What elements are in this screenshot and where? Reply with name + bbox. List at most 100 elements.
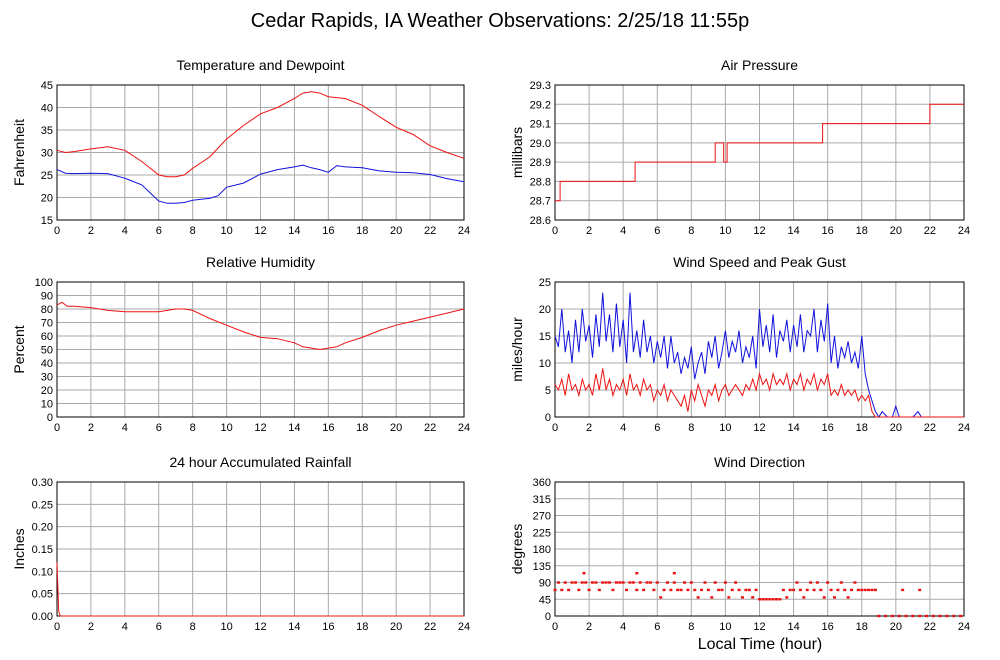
plot-border bbox=[56, 84, 465, 221]
x-tick-label: 6 bbox=[654, 422, 660, 434]
y-tick-label: 20 bbox=[41, 193, 53, 205]
x-tick-label: 18 bbox=[356, 225, 368, 237]
x-tick-label: 0 bbox=[552, 621, 558, 633]
x-tick-label: 12 bbox=[254, 225, 266, 237]
direction-point bbox=[778, 598, 782, 601]
direction-point bbox=[570, 581, 574, 584]
y-axis-label: Percent bbox=[11, 325, 27, 373]
y-tick-label: 35 bbox=[41, 125, 53, 137]
y-tick-label: 0.05 bbox=[32, 589, 53, 601]
panel-title: 24 hour Accumulated Rainfall bbox=[169, 454, 351, 470]
x-tick-label: 10 bbox=[719, 422, 731, 434]
x-tick-label: 20 bbox=[390, 621, 402, 633]
y-tick-label: 100 bbox=[35, 277, 53, 289]
x-tick-label: 2 bbox=[88, 225, 94, 237]
y-tick-label: 30 bbox=[41, 372, 53, 384]
y-tick-label: 25 bbox=[539, 277, 551, 289]
x-tick-label: 16 bbox=[322, 422, 334, 434]
y-tick-label: 28.6 bbox=[530, 215, 551, 227]
y-tick-label: 29.1 bbox=[530, 119, 551, 131]
x-tick-label: 12 bbox=[753, 621, 765, 633]
x-tick-label: 12 bbox=[753, 225, 765, 237]
direction-point bbox=[689, 581, 693, 584]
x-tick-label: 4 bbox=[122, 422, 128, 434]
y-tick-label: 0 bbox=[545, 412, 551, 424]
x-tick-label: 0 bbox=[552, 225, 558, 237]
direction-point bbox=[706, 588, 710, 592]
direction-point bbox=[901, 588, 905, 592]
y-tick-label: 15 bbox=[539, 331, 551, 343]
direction-point bbox=[873, 588, 877, 592]
y-tick-label: 28.9 bbox=[530, 157, 551, 169]
x-tick-label: 18 bbox=[356, 621, 368, 633]
direction-point bbox=[580, 581, 584, 584]
direction-point bbox=[573, 581, 577, 584]
panel-1: 0 2 4 6 8 10 12 14 16 18 20 22 2415202530354045Tempe… bbox=[11, 57, 470, 237]
direction-point bbox=[665, 581, 669, 584]
direction-point bbox=[584, 581, 588, 584]
plot-border bbox=[56, 281, 465, 418]
x-tick-label: 18 bbox=[856, 621, 868, 633]
y-tick-label: 0.25 bbox=[32, 499, 53, 511]
direction-point bbox=[918, 588, 922, 592]
direction-point bbox=[577, 588, 581, 592]
direction-point bbox=[686, 588, 690, 592]
y-tick-label: 40 bbox=[41, 358, 53, 370]
x-tick-label: 20 bbox=[390, 225, 402, 237]
y-tick-label: 5 bbox=[545, 385, 551, 397]
direction-point bbox=[744, 588, 748, 592]
direction-point bbox=[761, 598, 765, 601]
x-tick-label: 14 bbox=[288, 621, 300, 633]
y-tick-label: 15 bbox=[41, 215, 53, 227]
y-tick-label: 360 bbox=[533, 477, 551, 489]
x-tick-label: 6 bbox=[156, 225, 162, 237]
direction-point bbox=[832, 596, 836, 599]
direction-point bbox=[771, 598, 775, 601]
series-line-2 bbox=[554, 368, 964, 418]
direction-point bbox=[829, 588, 833, 592]
x-tick-label: 2 bbox=[586, 422, 592, 434]
direction-point bbox=[836, 588, 840, 592]
y-tick-label: 25 bbox=[41, 170, 53, 182]
y-axis-label: millibars bbox=[509, 127, 525, 178]
y-tick-label: 29.0 bbox=[530, 138, 551, 150]
direction-point bbox=[601, 581, 605, 584]
direction-point bbox=[553, 588, 557, 592]
y-tick-label: 80 bbox=[41, 304, 53, 316]
direction-point bbox=[696, 596, 700, 599]
x-tick-label: 24 bbox=[458, 225, 470, 237]
x-tick-label: 8 bbox=[190, 621, 196, 633]
x-tick-label: 22 bbox=[424, 422, 436, 434]
direction-point bbox=[642, 588, 646, 592]
direction-point bbox=[856, 588, 860, 592]
x-tick-label: 14 bbox=[787, 621, 799, 633]
y-tick-label: 20 bbox=[539, 304, 551, 316]
direction-point bbox=[792, 588, 796, 592]
y-tick-label: 225 bbox=[533, 527, 551, 539]
x-tick-label: 24 bbox=[958, 225, 970, 237]
direction-point bbox=[693, 588, 697, 592]
y-tick-label: 90 bbox=[539, 578, 551, 590]
series-line-1 bbox=[56, 91, 465, 178]
direction-point bbox=[628, 581, 632, 584]
y-tick-label: 28.7 bbox=[530, 196, 551, 208]
direction-point bbox=[611, 588, 615, 592]
direction-point bbox=[768, 598, 772, 601]
x-tick-label: 24 bbox=[958, 621, 970, 633]
y-tick-label: 29.2 bbox=[530, 99, 551, 111]
panel-6: 0 2 4 6 8 10 12 14 16 18 20 22 240459013518022527031… bbox=[509, 454, 970, 633]
direction-point bbox=[635, 571, 639, 575]
x-tick-label: 16 bbox=[822, 422, 834, 434]
direction-point bbox=[740, 596, 744, 599]
x-tick-label: 22 bbox=[924, 621, 936, 633]
x-tick-label: 6 bbox=[654, 621, 660, 633]
x-tick-label: 16 bbox=[322, 225, 334, 237]
direction-point bbox=[582, 571, 586, 575]
x-tick-label: 14 bbox=[288, 422, 300, 434]
series-line-1 bbox=[56, 562, 464, 617]
panel-2: 0 2 4 6 8 10 12 14 16 18 20 22 2428.628.728.828.929.… bbox=[509, 57, 970, 237]
direction-point bbox=[703, 581, 707, 584]
y-tick-label: 50 bbox=[41, 345, 53, 357]
direction-point bbox=[614, 581, 618, 584]
direction-point bbox=[727, 596, 731, 599]
